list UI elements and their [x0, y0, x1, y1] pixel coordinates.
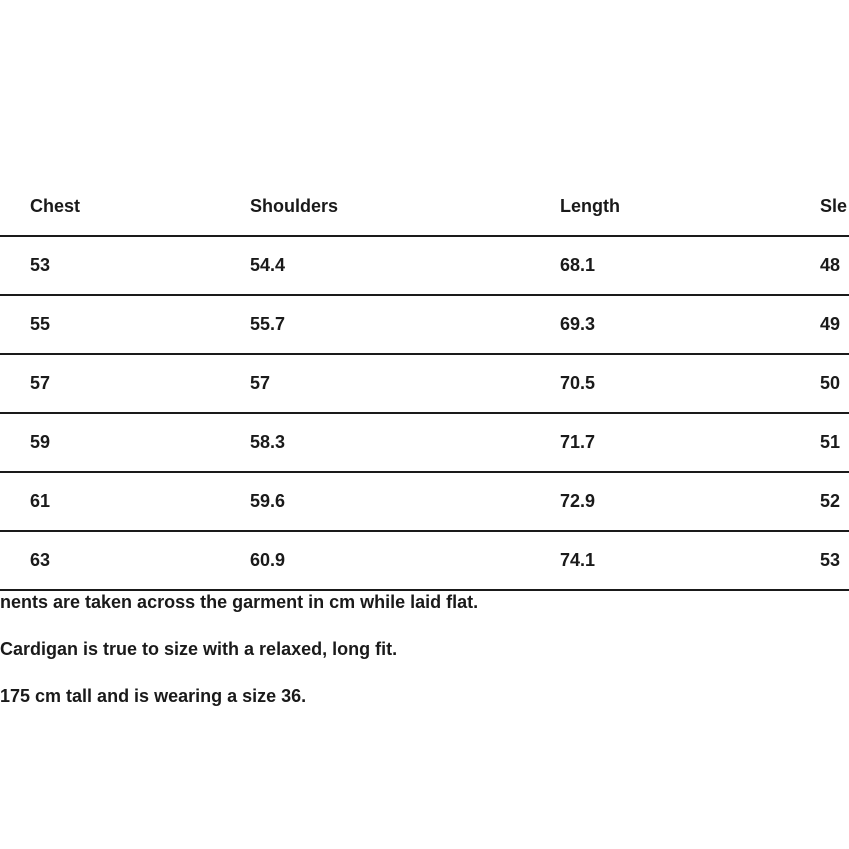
note-fit: Cardigan is true to size with a relaxed,… — [0, 639, 849, 660]
cell-length: 74.1 — [560, 531, 820, 590]
cell-sleeve: 53 — [820, 531, 849, 590]
table-row: 61 59.6 72.9 52 — [0, 472, 849, 531]
measurements-table: Chest Shoulders Length Sle 53 54.4 68.1 … — [0, 178, 849, 591]
cell-chest: 53 — [0, 236, 250, 295]
cell-sleeve: 52 — [820, 472, 849, 531]
cell-chest: 55 — [0, 295, 250, 354]
cell-sleeve: 49 — [820, 295, 849, 354]
cell-shoulders: 59.6 — [250, 472, 560, 531]
note-model: 175 cm tall and is wearing a size 36. — [0, 686, 849, 707]
cell-shoulders: 54.4 — [250, 236, 560, 295]
cell-length: 70.5 — [560, 354, 820, 413]
size-table: Chest Shoulders Length Sle 53 54.4 68.1 … — [0, 178, 849, 591]
cell-sleeve: 50 — [820, 354, 849, 413]
cell-shoulders: 57 — [250, 354, 560, 413]
notes-block: nents are taken across the garment in cm… — [0, 592, 849, 733]
cell-sleeve: 51 — [820, 413, 849, 472]
cell-sleeve: 48 — [820, 236, 849, 295]
table-row: 55 55.7 69.3 49 — [0, 295, 849, 354]
cell-shoulders: 60.9 — [250, 531, 560, 590]
table-header-row: Chest Shoulders Length Sle — [0, 178, 849, 236]
col-chest: Chest — [0, 178, 250, 236]
col-shoulders: Shoulders — [250, 178, 560, 236]
col-length: Length — [560, 178, 820, 236]
note-measurements: nents are taken across the garment in cm… — [0, 592, 849, 613]
cell-chest: 61 — [0, 472, 250, 531]
table-row: 59 58.3 71.7 51 — [0, 413, 849, 472]
cell-shoulders: 55.7 — [250, 295, 560, 354]
cell-length: 71.7 — [560, 413, 820, 472]
cell-length: 69.3 — [560, 295, 820, 354]
cell-chest: 59 — [0, 413, 250, 472]
cell-chest: 57 — [0, 354, 250, 413]
table-row: 53 54.4 68.1 48 — [0, 236, 849, 295]
col-sleeve: Sle — [820, 178, 849, 236]
cell-chest: 63 — [0, 531, 250, 590]
cell-shoulders: 58.3 — [250, 413, 560, 472]
cell-length: 68.1 — [560, 236, 820, 295]
table-row: 63 60.9 74.1 53 — [0, 531, 849, 590]
cell-length: 72.9 — [560, 472, 820, 531]
table-row: 57 57 70.5 50 — [0, 354, 849, 413]
